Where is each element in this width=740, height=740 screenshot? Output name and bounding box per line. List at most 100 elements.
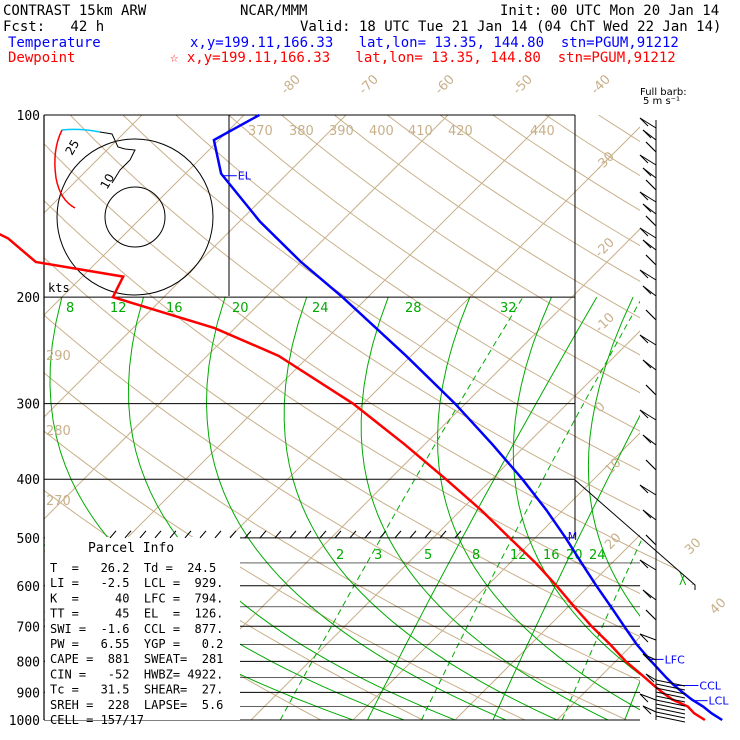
level-label-lfc: LFC	[665, 653, 685, 666]
level-label-lcl: LCL	[709, 695, 730, 708]
hatch-mark	[334, 530, 342, 539]
temperature-line	[212, 113, 723, 722]
wind-barb-flag	[639, 154, 649, 164]
hatch-mark	[319, 530, 327, 539]
theta-label: 440	[530, 124, 555, 139]
isotherm-line	[44, 115, 347, 720]
wind-barb-flag	[645, 459, 655, 469]
wind-barb-flag	[639, 559, 649, 569]
wind-barb	[639, 484, 657, 496]
pressure-label: 200	[17, 291, 40, 306]
isotherm-label: -70	[356, 72, 382, 98]
parcel-info-line: Tc = 31.5 SHEAR= 27.	[50, 683, 223, 697]
parcel-info-line: SWI = -1.6 CCL = 877.	[50, 622, 223, 636]
wind-barb-flag	[642, 239, 652, 249]
dry-adiabat	[439, 115, 695, 720]
hatch-mark	[109, 530, 117, 539]
theta-labels: 370 380 390 400 410 420 440 290 280 270	[46, 124, 555, 509]
wind-barb-flag	[645, 215, 655, 225]
temperature-location: x,y=199.11,166.33 lat,lon= 13.35, 144.80…	[190, 35, 679, 51]
hatch-mark	[154, 530, 162, 539]
wind-barb	[655, 715, 686, 723]
wind-barb-flag	[642, 359, 652, 369]
theta-label: 280	[46, 424, 71, 439]
pressure-label: 500	[17, 532, 40, 547]
isotherm-label: 10	[602, 456, 624, 478]
hatch-mark	[349, 530, 357, 539]
hodograph: 25 10 kts	[48, 115, 230, 296]
mixing-ratio-line	[279, 296, 524, 720]
wind-barb-flag	[645, 141, 655, 151]
hatch-mark	[274, 530, 282, 539]
moist-adiabat	[283, 296, 558, 720]
wind-barb	[642, 653, 657, 661]
isotherm-label: -40	[588, 72, 614, 98]
barb-legend-unit: 5 m s⁻¹	[643, 96, 680, 107]
level-label-ccl: CCL	[699, 680, 721, 693]
parcel-info-line: CAPE = 881 SWEAT= 281	[50, 652, 223, 666]
theta-label: 400	[369, 124, 394, 139]
isotherm-line	[556, 115, 695, 720]
wind-barb-flag	[645, 309, 655, 319]
wind-barb	[655, 703, 686, 711]
mixing-ratio-label: 8	[66, 301, 74, 316]
level-markers: EL LFC CCL LCL M	[222, 170, 730, 708]
isotherm-line	[658, 115, 695, 720]
wind-barb-flag	[639, 191, 649, 201]
dry-adiabat	[281, 115, 695, 720]
isotherm-line	[352, 115, 695, 720]
pressure-label: 1000	[9, 714, 40, 729]
wind-barb	[639, 409, 657, 421]
hodograph-ring-inner	[104, 186, 166, 248]
hatch-mark	[214, 530, 222, 539]
parcel-info-line: LI = -2.5 LCL = 929.	[50, 576, 223, 590]
theta-label: 370	[248, 124, 273, 139]
parcel-info-line: SREH = 228 LAPSE= 5.6	[50, 698, 223, 712]
wind-barb	[655, 683, 686, 691]
wind-barb-flag	[642, 285, 652, 295]
hatch-mark	[394, 530, 402, 539]
wind-barb-flag	[642, 509, 652, 519]
isotherm-line	[44, 115, 449, 720]
parcel-info-box	[45, 537, 240, 720]
hatch-mark	[424, 530, 432, 539]
isotherm-label: 40	[707, 596, 729, 618]
model-title: CONTRAST 15km ARW	[3, 3, 147, 19]
wind-barb-flag	[639, 409, 649, 419]
hatch-mark	[124, 530, 132, 539]
theta-label: 420	[448, 124, 473, 139]
wind-barb	[655, 707, 686, 715]
wind-barb	[655, 687, 686, 695]
wind-barb	[639, 154, 657, 166]
mixing-ratio-label: 24	[589, 548, 606, 563]
barb-legend-title: Full barb:	[640, 87, 687, 98]
wind-barb-flag	[639, 117, 649, 127]
dewpoint-location: ☆ x,y=199.11,166.33 lat,lon= 13.35, 144.…	[170, 50, 676, 66]
hatch-mark	[244, 530, 252, 539]
wind-barb	[639, 191, 657, 203]
temperature-legend: Temperature	[8, 35, 101, 51]
moist-adiabat	[736, 297, 740, 720]
mixing-ratio-label: 12	[110, 301, 127, 316]
moist-adiabat	[437, 296, 660, 720]
hodograph-trace-low	[61, 128, 101, 133]
melting-level-label: M	[568, 530, 578, 543]
mixing-ratio-label: 16	[543, 548, 560, 563]
wind-barb-flag	[639, 693, 649, 703]
wind-barb-flag	[639, 334, 649, 344]
wind-barb-flag	[645, 534, 655, 544]
dry-adiabat	[333, 115, 695, 720]
wind-barb-flag	[645, 384, 655, 394]
dewpoint-legend: Dewpoint	[8, 50, 76, 66]
wind-barb-flag	[642, 167, 652, 177]
wind-barb	[639, 559, 657, 571]
parcel-info-line: PW = 6.55 YGP = 0.2	[50, 637, 223, 651]
freezing-level-hatch	[109, 530, 462, 539]
dry-adiabat	[651, 115, 695, 720]
pressure-label: 800	[17, 655, 40, 670]
wind-barb-flag	[639, 633, 649, 643]
hatch-mark	[439, 530, 447, 539]
mixing-ratio-label: 24	[312, 301, 329, 316]
